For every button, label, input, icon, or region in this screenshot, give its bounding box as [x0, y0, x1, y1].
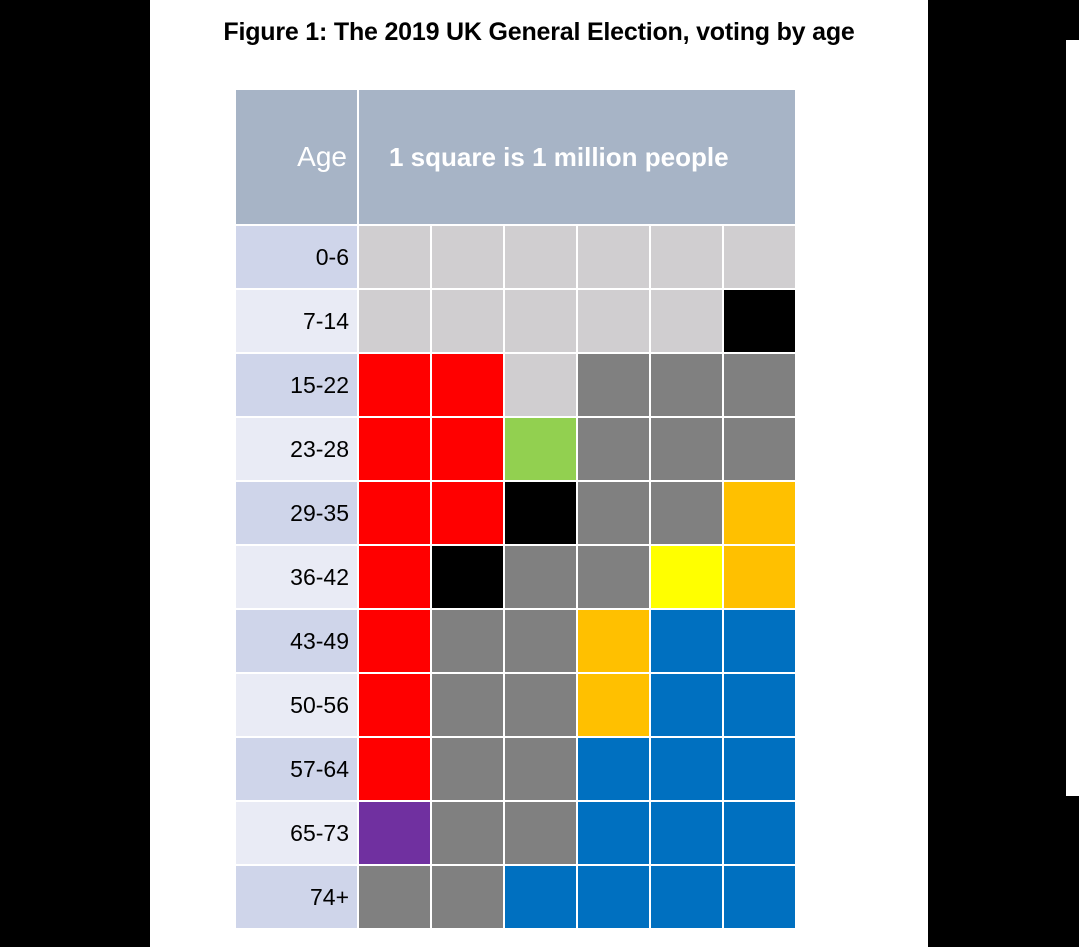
square-not-eligible: [578, 224, 649, 288]
square-green: [505, 416, 576, 480]
square-labour: [432, 352, 503, 416]
square-did-not-vote: [578, 480, 649, 544]
square-not-eligible: [432, 288, 503, 352]
square-did-not-vote: [505, 608, 576, 672]
square-conservative: [651, 672, 722, 736]
square-labour: [359, 544, 430, 608]
age-label: 43-49: [236, 608, 357, 672]
square-other: [724, 288, 795, 352]
age-label: 74+: [236, 864, 357, 928]
square-did-not-vote: [505, 736, 576, 800]
figure-title: Figure 1: The 2019 UK General Election, …: [223, 18, 855, 46]
square-conservative: [651, 736, 722, 800]
unit-note-header: 1 square is 1 million people: [359, 90, 795, 224]
age-column-header: Age: [236, 90, 357, 224]
square-did-not-vote: [432, 736, 503, 800]
square-labour: [359, 736, 430, 800]
age-label: 0-6: [236, 224, 357, 288]
square-not-eligible: [724, 224, 795, 288]
square-not-eligible: [505, 224, 576, 288]
square-lib-dem: [724, 480, 795, 544]
square-conservative: [724, 800, 795, 864]
square-brexit: [359, 800, 430, 864]
square-conservative: [724, 608, 795, 672]
waffle-table: Age 1 square is 1 million people 0-6 7-14…: [236, 90, 795, 928]
square-conservative: [724, 672, 795, 736]
square-labour: [359, 672, 430, 736]
square-did-not-vote: [432, 800, 503, 864]
square-labour: [359, 480, 430, 544]
square-snp: [651, 544, 722, 608]
square-labour: [359, 352, 430, 416]
square-did-not-vote: [578, 544, 649, 608]
background-window-edge: [1066, 40, 1079, 796]
square-conservative: [724, 864, 795, 928]
square-not-eligible: [432, 224, 503, 288]
square-labour: [359, 416, 430, 480]
square-conservative: [651, 608, 722, 672]
square-lib-dem: [578, 608, 649, 672]
square-not-eligible: [359, 224, 430, 288]
age-label: 15-22: [236, 352, 357, 416]
square-did-not-vote: [724, 352, 795, 416]
square-not-eligible: [651, 224, 722, 288]
age-label: 29-35: [236, 480, 357, 544]
square-lib-dem: [578, 672, 649, 736]
square-did-not-vote: [724, 416, 795, 480]
square-conservative: [578, 736, 649, 800]
square-did-not-vote: [432, 608, 503, 672]
square-did-not-vote: [432, 672, 503, 736]
square-did-not-vote: [651, 352, 722, 416]
square-conservative: [578, 800, 649, 864]
age-label: 36-42: [236, 544, 357, 608]
square-did-not-vote: [359, 864, 430, 928]
square-conservative: [578, 864, 649, 928]
square-other: [432, 544, 503, 608]
square-labour: [432, 480, 503, 544]
square-did-not-vote: [578, 352, 649, 416]
square-did-not-vote: [505, 672, 576, 736]
square-conservative: [724, 736, 795, 800]
square-not-eligible: [359, 288, 430, 352]
square-other: [505, 480, 576, 544]
square-did-not-vote: [578, 416, 649, 480]
age-label: 50-56: [236, 672, 357, 736]
square-labour: [432, 416, 503, 480]
square-did-not-vote: [505, 544, 576, 608]
square-did-not-vote: [651, 480, 722, 544]
square-not-eligible: [578, 288, 649, 352]
square-conservative: [651, 864, 722, 928]
age-label: 7-14: [236, 288, 357, 352]
square-did-not-vote: [432, 864, 503, 928]
age-label: 57-64: [236, 736, 357, 800]
age-label: 23-28: [236, 416, 357, 480]
square-conservative: [505, 864, 576, 928]
square-labour: [359, 608, 430, 672]
age-label: 65-73: [236, 800, 357, 864]
square-not-eligible: [651, 288, 722, 352]
square-lib-dem: [724, 544, 795, 608]
square-did-not-vote: [651, 416, 722, 480]
square-not-eligible: [505, 352, 576, 416]
square-not-eligible: [505, 288, 576, 352]
square-did-not-vote: [505, 800, 576, 864]
square-conservative: [651, 800, 722, 864]
